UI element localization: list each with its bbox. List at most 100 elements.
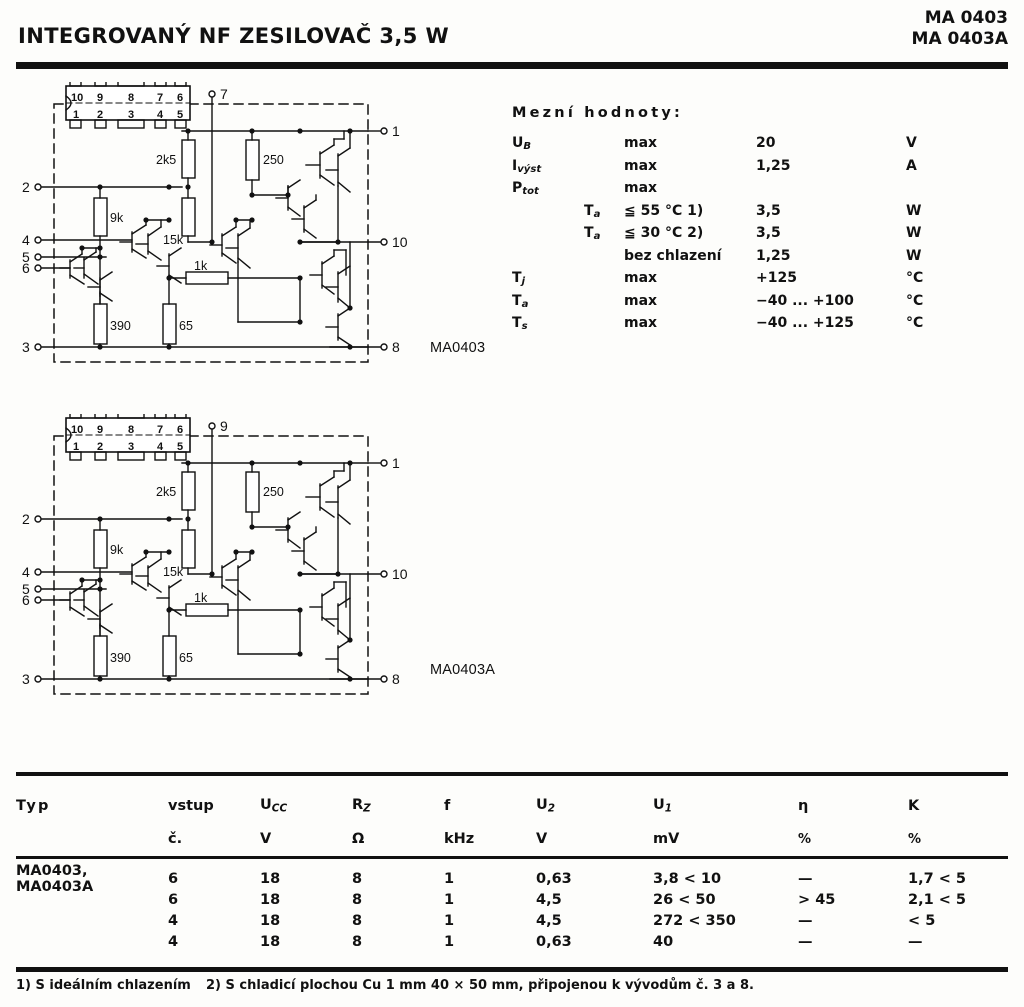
limits-row: Ts max −40 ... +125 °C: [512, 315, 1012, 338]
page-title: INTEGROVANÝ NF ZESILOVAČ 3,5 W: [18, 24, 450, 48]
transistor: [59, 579, 101, 617]
dip-package-outline: [65, 82, 191, 129]
unit-u2: V: [536, 831, 548, 847]
limits-qualifier: max: [624, 315, 658, 331]
cell-eta: > 45: [798, 891, 836, 908]
limits-qualifier: ≦ 30 °C 2): [624, 225, 704, 241]
transistor: [325, 462, 351, 575]
limits-symbol: Ptot: [512, 180, 539, 198]
limits-symbol: Tj: [512, 270, 526, 288]
limits-unit: W: [906, 202, 922, 219]
limits-symbol: UB: [512, 135, 532, 153]
transistor: [275, 179, 301, 217]
limits-row: Tj max +125 °C: [512, 270, 1012, 293]
svg-text:5: 5: [22, 581, 30, 597]
cell-rz: 8: [352, 912, 363, 929]
transistor: [87, 271, 113, 302]
col-header-vstup: vstup: [168, 798, 214, 814]
limits-symbol: Ta: [512, 292, 529, 310]
cell-f: 1: [444, 912, 455, 929]
svg-text:6: 6: [177, 424, 183, 436]
page-header: INTEGROVANÝ NF ZESILOVAČ 3,5 W MA 0403 M…: [0, 8, 1024, 64]
svg-text:250: 250: [263, 485, 284, 499]
svg-text:2: 2: [97, 109, 103, 121]
cell-u2: 4,5: [536, 891, 562, 908]
svg-text:8: 8: [128, 424, 134, 436]
svg-text:390: 390: [110, 319, 131, 333]
schematic-svg: 10 9 876 12 345 24 56 3 110 8 9 2k5 250 9k…: [22, 414, 408, 695]
cell-u2: 4,5: [536, 912, 562, 929]
unit-f: kHz: [444, 831, 475, 847]
svg-text:15k: 15k: [163, 233, 184, 247]
svg-text:2k5: 2k5: [156, 153, 176, 167]
limits-value: −40 ... +100: [756, 292, 854, 309]
pin-labels: 24 56 3 110 8 9: [22, 418, 408, 687]
limits-row: Ta ≦ 30 °C 2) 3,5 W: [512, 225, 1012, 248]
svg-text:2: 2: [97, 441, 103, 453]
svg-text:9: 9: [97, 424, 103, 436]
limits-symbol: Ts: [512, 315, 528, 333]
svg-text:65: 65: [179, 319, 193, 333]
transistor: [309, 249, 347, 295]
transistor: [209, 219, 253, 264]
transistor: [291, 194, 317, 239]
table-rule-top: [16, 772, 1008, 776]
svg-text:4: 4: [157, 441, 164, 453]
limits-qualifier: max: [624, 135, 658, 151]
limits-condition: Ta: [584, 225, 601, 243]
svg-text:1: 1: [73, 109, 79, 121]
limits-block: Mezní hodnoty: UB max 20 V Ivýst max 1,2…: [512, 105, 1012, 338]
cell-k: 2,1 < 5: [908, 891, 967, 908]
svg-text:5: 5: [177, 441, 183, 453]
resistor-labels: 2k5 250 9k 15k 1k 390 65: [110, 153, 284, 333]
table-header-row-1: Typ vstup UCC RZ f U2 U1 η K: [16, 776, 1008, 822]
transistor: [156, 579, 182, 616]
limits-value: +125: [756, 270, 797, 286]
cell-rz: 8: [352, 870, 363, 887]
cell-vstup: 6: [168, 891, 179, 908]
cell-f: 1: [444, 891, 455, 908]
limits-qualifier: max: [624, 157, 658, 174]
svg-text:7: 7: [157, 92, 163, 104]
cell-k: < 5: [908, 912, 936, 929]
svg-text:15k: 15k: [163, 565, 184, 579]
cell-u2: 0,63: [536, 870, 572, 887]
col-header-f: f: [444, 798, 451, 814]
unit-k: %: [908, 831, 922, 847]
svg-text:4: 4: [22, 232, 30, 248]
svg-text:2: 2: [22, 511, 30, 527]
limits-row: Ta max −40 ... +100 °C: [512, 293, 1012, 316]
transistor: [225, 219, 301, 323]
device-codes: MA 0403 MA 0403A: [912, 8, 1008, 50]
limits-value: 1,25: [756, 247, 791, 264]
limits-row: Ivýst max 1,25 A: [512, 158, 1012, 181]
table-row: 4 18 8 1 0,63 40 — —: [16, 931, 1008, 952]
table-header-row-2: č. V Ω kHz V mV % %: [16, 822, 1008, 856]
limits-row: Ta ≦ 55 °C 1) 3,5 W: [512, 203, 1012, 226]
svg-text:10: 10: [71, 92, 83, 104]
cell-u2: 0,63: [536, 933, 572, 950]
transistor: [309, 581, 347, 627]
transistor: [87, 603, 113, 634]
transistor: [156, 247, 182, 284]
unit-rz: Ω: [352, 831, 365, 847]
limits-row: bez chlazení 1,25 W: [512, 248, 1012, 271]
svg-text:10: 10: [71, 424, 83, 436]
schematic-label-2: MA0403A: [430, 662, 496, 678]
limits-qualifier: ≦ 55 °C 1): [624, 202, 704, 219]
schematic-svg: 10 9 876 12 345 24 56 3 110 8 7 2k5 250 9…: [22, 82, 408, 363]
transistor: [325, 307, 351, 346]
unit-vstup: č.: [168, 831, 183, 847]
cell-vstup: 4: [168, 912, 179, 929]
cell-ucc: 18: [260, 891, 281, 908]
svg-text:10: 10: [392, 234, 408, 250]
limits-unit: °C: [906, 315, 924, 331]
cell-f: 1: [444, 870, 455, 887]
dip-pin-numbers: 10 9 8 7 6 1 2 3 4 5: [71, 92, 183, 121]
cell-rz: 8: [352, 933, 363, 950]
svg-text:6: 6: [177, 92, 183, 104]
footnote-2: 2) S chladicí plochou Cu 1 mm 40 × 50 mm…: [206, 978, 754, 993]
svg-text:9: 9: [97, 92, 103, 104]
dip-package-outline: [65, 414, 191, 461]
